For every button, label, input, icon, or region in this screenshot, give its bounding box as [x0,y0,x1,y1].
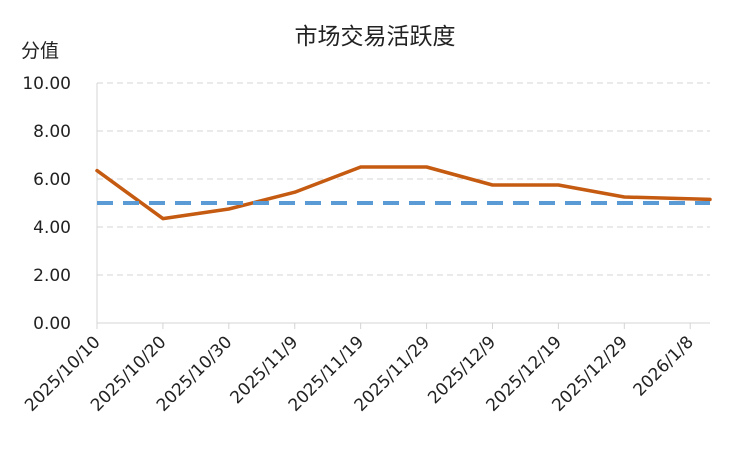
y-tick-label: 10.00 [22,74,71,94]
score-line [95,165,712,221]
y-tick-label: 2.00 [33,266,71,286]
y-axis-label: 分值 [21,40,59,62]
y-tick-label: 4.00 [33,218,71,238]
series-lines [95,165,712,221]
y-axis-ticks: 0.00 2.00 4.00 6.00 8.00 10.00 [22,74,71,334]
gridlines [97,82,710,276]
y-tick-label: 6.00 [33,170,71,190]
x-axis-ticks: 2025/10/102025/10/202025/10/302025/11/92… [21,323,698,416]
x-tick-label: 2026/1/8 [630,332,698,400]
y-tick-label: 8.00 [33,122,71,142]
chart-title: 市场交易活跃度 [295,24,456,50]
y-tick-label: 0.00 [33,314,71,334]
